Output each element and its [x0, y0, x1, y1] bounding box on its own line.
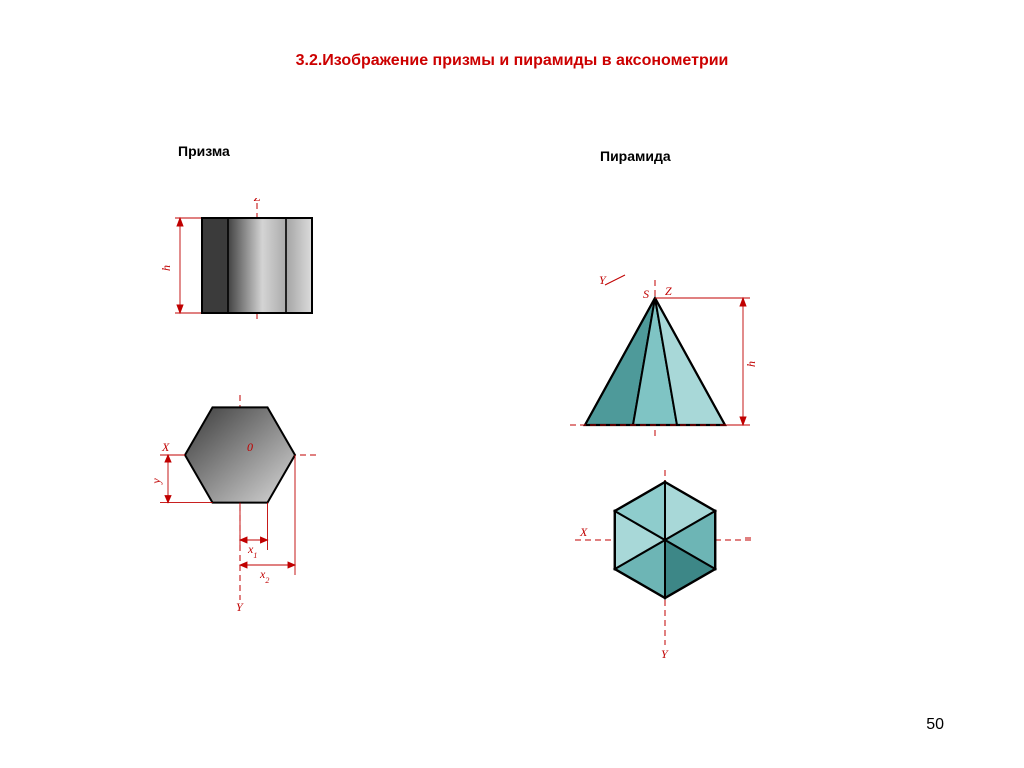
dim-x2: x2	[259, 567, 269, 585]
axis-x: X	[161, 440, 170, 454]
title-text: 3.2.Изображение призмы и пирамиды в аксо…	[296, 52, 729, 69]
subhead-prism: Призма	[178, 143, 230, 159]
prism-front-view: h Z	[150, 198, 350, 378]
dim-h: h	[744, 361, 758, 367]
page-number: 50	[926, 716, 944, 734]
axis-z: Z	[254, 198, 261, 204]
pyramid-front-view: Y Z S h	[535, 270, 795, 470]
dim-h: h	[159, 265, 173, 271]
page-title: 3.2.Изображение призмы и пирамиды в аксо…	[0, 52, 1024, 70]
prism-plan-view: X 0 Y y x1 x2	[120, 395, 360, 635]
dim-y: y	[149, 478, 163, 485]
axis-x: X	[579, 525, 588, 539]
axis-z: Z	[665, 284, 672, 298]
dim-x1: x1	[247, 542, 257, 560]
label-s: S	[643, 287, 649, 301]
origin-o: 0	[247, 440, 253, 454]
pyramid-plan-view: X O Y	[545, 470, 785, 680]
subhead-pyramid: Пирамида	[600, 148, 671, 164]
axis-y: Y	[661, 647, 669, 661]
axis-y: Y	[236, 600, 244, 614]
